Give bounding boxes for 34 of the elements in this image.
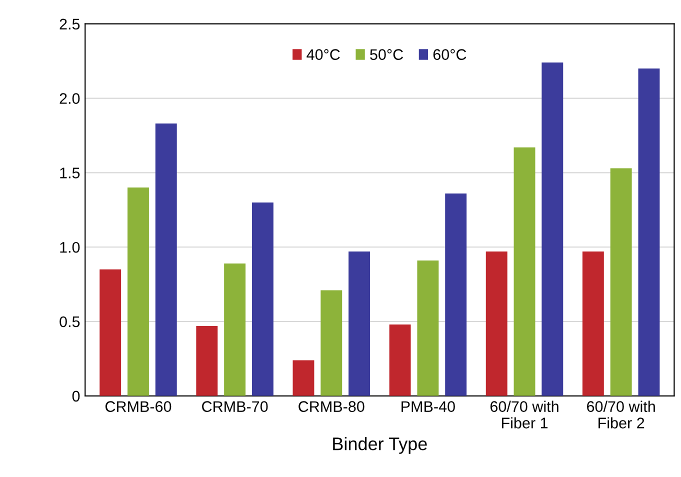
- bar: [224, 263, 246, 396]
- legend-label: 60°C: [433, 49, 466, 60]
- bar: [417, 260, 439, 396]
- x-axis-title: Binder Type: [333, 437, 427, 454]
- bar: [100, 269, 122, 396]
- bar: [252, 202, 274, 396]
- bar: [292, 360, 314, 396]
- bar: [542, 62, 564, 396]
- y-tick-label: 2.0: [60, 93, 80, 104]
- y-tick-label: 0.5: [60, 316, 80, 328]
- x-tick-label: CRMB-70: [202, 401, 268, 412]
- x-tick-label: 60/70 with Fiber 2: [587, 400, 655, 428]
- y-tick-label: 0: [72, 390, 80, 402]
- legend-label: 40°C: [306, 49, 340, 60]
- bar: [155, 124, 177, 396]
- bar: [582, 252, 604, 396]
- bar: [128, 188, 149, 396]
- bar: [610, 168, 632, 396]
- bar: [486, 252, 508, 396]
- x-tick-label: CRMB-60: [105, 401, 172, 412]
- y-tick-label: 2.5: [60, 18, 80, 30]
- x-tick-label: 60/70 with Fiber 1: [490, 400, 558, 428]
- bar: [320, 290, 342, 396]
- bar: [445, 194, 467, 396]
- legend-label: 50°C: [370, 49, 404, 60]
- bar: [389, 324, 411, 396]
- bar: [348, 252, 370, 396]
- x-tick-label: CRMB-80: [298, 401, 364, 412]
- bar: [196, 326, 218, 396]
- y-tick-label: 1.5: [60, 168, 80, 178]
- x-tick-label: PMB-40: [402, 401, 455, 412]
- y-tick-label: 1.0: [60, 242, 80, 253]
- bar: [514, 147, 536, 396]
- bar: [638, 68, 660, 396]
